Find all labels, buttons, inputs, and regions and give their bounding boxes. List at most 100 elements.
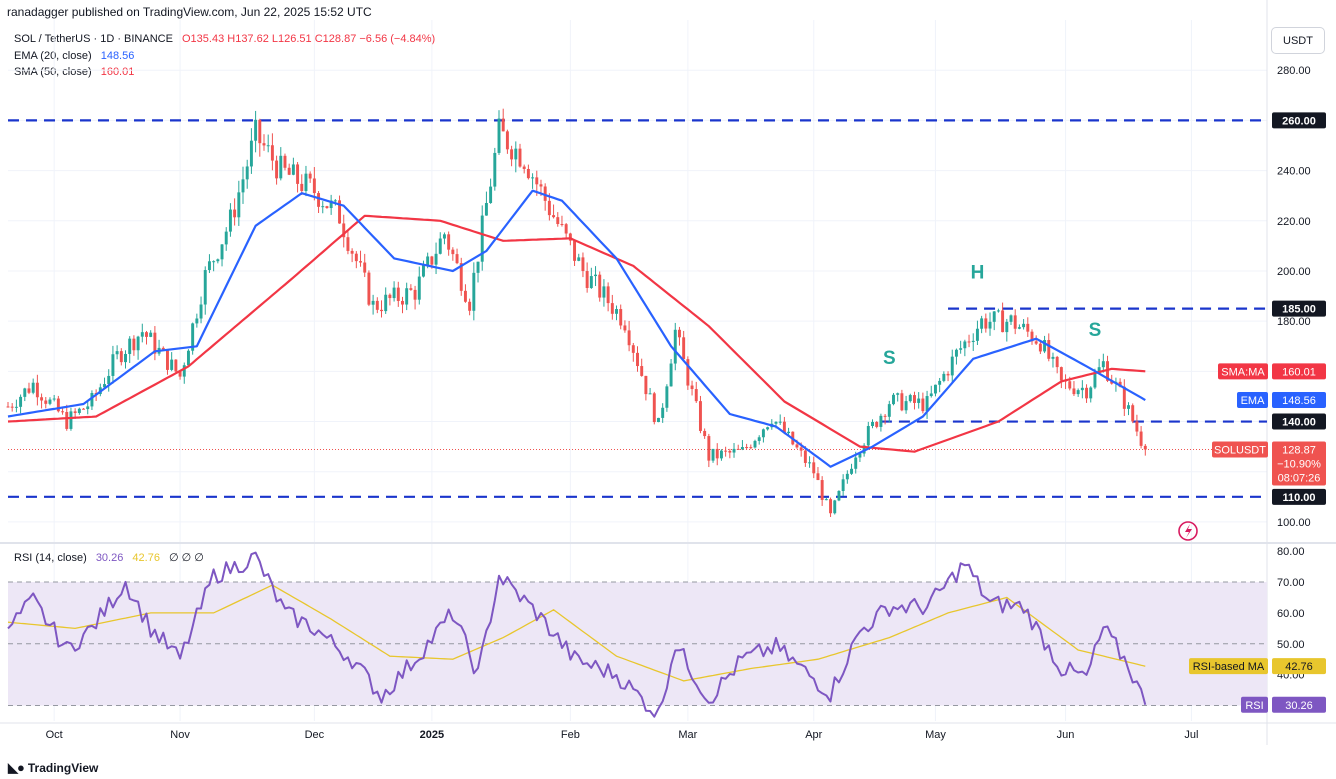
lightning-icon-bolt <box>1185 524 1192 538</box>
candle-body <box>1097 367 1101 374</box>
tradingview-logo[interactable]: ◣● TradingView <box>8 760 98 776</box>
candle-body <box>140 332 144 337</box>
candle-body <box>363 262 367 273</box>
candle-body <box>65 411 69 429</box>
candle-body <box>673 329 677 364</box>
candle-body <box>1072 388 1076 395</box>
candle-body <box>136 336 140 351</box>
candle-body <box>556 217 560 225</box>
candle-body <box>207 261 211 271</box>
candle-body <box>442 234 446 239</box>
level-badge-110: 110.00 <box>1272 488 1326 505</box>
legend-sma-row[interactable]: SMA (50, close) 160.01 <box>14 64 435 81</box>
candle-body <box>1093 373 1097 388</box>
lightning-icon <box>1178 521 1198 541</box>
last-price-badge: 128.87 −10.90% 08:07:26 <box>1272 441 1326 486</box>
candle-body <box>401 300 404 305</box>
candle-body <box>887 404 891 417</box>
annotations: S H S <box>883 262 1101 368</box>
candle-body <box>224 231 228 245</box>
candle-body <box>703 430 707 437</box>
candle-body <box>757 437 761 441</box>
candle-body <box>845 473 849 480</box>
rsi-legend-extra: ∅ ∅ ∅ <box>169 552 204 564</box>
candle-body <box>950 356 954 376</box>
candle-body <box>1122 386 1126 409</box>
candle-body <box>1110 380 1114 384</box>
candle-body <box>615 309 618 314</box>
candle-body <box>938 380 942 385</box>
candle-body <box>652 393 656 423</box>
candle-body <box>233 209 237 218</box>
candle-body <box>711 448 715 461</box>
level-badge-185-bg <box>1272 300 1326 317</box>
ohlc-values: O135.43 H137.62 L126.51 C128.87 −6.56 (−… <box>182 33 436 45</box>
candle-body <box>342 223 346 238</box>
sma-value-badge-bg <box>1272 363 1326 380</box>
candle-body <box>946 373 950 376</box>
candle-body <box>270 145 274 161</box>
candle-body <box>1001 310 1005 333</box>
candle-body <box>367 272 371 305</box>
candle-body <box>1068 381 1072 389</box>
time-tick-label: Nov <box>170 729 190 741</box>
tradingview-logo-text: TradingView <box>27 761 99 775</box>
candle-body <box>73 411 77 414</box>
candle-body <box>850 468 853 474</box>
candle-body <box>1064 380 1068 382</box>
candle-body <box>896 393 900 395</box>
candle-body <box>648 393 652 395</box>
legend-symbol-row[interactable]: SOL / TetherUS · 1D · BINANCE O135.43 H1… <box>14 31 435 48</box>
candle-body <box>434 253 438 265</box>
candle-body <box>333 200 337 202</box>
candle-body <box>325 206 329 209</box>
level-badge-185: 185.00 <box>1272 300 1326 317</box>
candle-body <box>669 363 673 387</box>
candle-body <box>547 200 551 216</box>
rsi-tick-label: 80.00 <box>1277 546 1305 558</box>
rsi-value-badge: 30.26 <box>1272 696 1326 713</box>
candle-body <box>707 436 711 461</box>
candle-body <box>1013 315 1017 329</box>
rsi-band <box>8 582 1267 706</box>
candle-body <box>892 394 895 405</box>
candle-body <box>812 462 816 474</box>
candle-body <box>719 450 723 459</box>
candle-body <box>778 421 782 423</box>
last-price-text: 128.87 <box>1282 444 1316 456</box>
candle-body <box>724 450 728 452</box>
candle-body <box>531 177 535 179</box>
candle-body <box>791 431 795 445</box>
candle-body <box>732 448 736 453</box>
candle-body <box>380 309 383 312</box>
candle-body <box>124 353 127 363</box>
candle-body <box>829 499 833 514</box>
candle-body <box>535 177 539 185</box>
candle-body <box>199 304 203 319</box>
rsi-legend[interactable]: RSI (14, close) 30.26 42.76 ∅ ∅ ∅ <box>14 551 204 564</box>
level-badge-140: 140.00 <box>1272 413 1326 430</box>
candle-body <box>581 257 585 272</box>
candle-body <box>1114 381 1118 384</box>
candle-body <box>929 393 933 397</box>
candle-body <box>107 375 111 385</box>
candle-body <box>1051 356 1055 359</box>
price-legend: SOL / TetherUS · 1D · BINANCE O135.43 H1… <box>14 31 435 81</box>
candle-body <box>1139 431 1143 446</box>
candle-body <box>279 155 283 179</box>
ema-label: EMA (20, close) <box>14 49 92 62</box>
candle-body <box>505 131 509 150</box>
candle-body <box>115 351 119 355</box>
candle-body <box>149 332 153 337</box>
candle-body <box>329 200 333 209</box>
candle-body <box>841 479 845 491</box>
currency-button[interactable]: USDT <box>1271 27 1325 54</box>
legend-ema-row[interactable]: EMA (20, close) 148.56 <box>14 48 435 65</box>
rsi-tick-label: 70.00 <box>1277 577 1305 589</box>
candle-body <box>690 385 694 390</box>
candle-body <box>249 140 253 167</box>
candle-body <box>132 338 136 351</box>
candle-body <box>119 351 123 363</box>
candle-body <box>354 253 358 262</box>
